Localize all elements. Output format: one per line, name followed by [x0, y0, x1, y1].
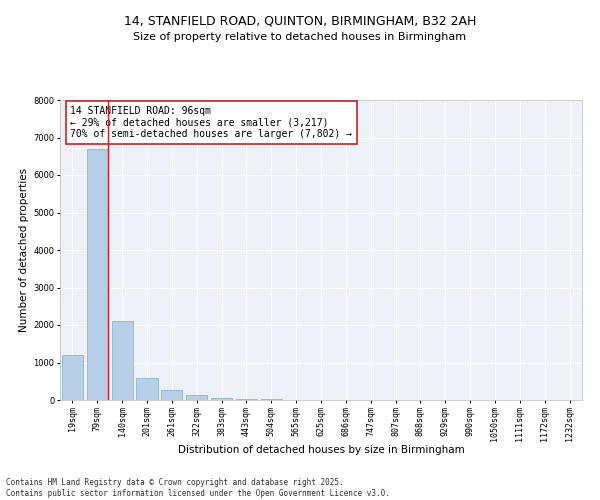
- Bar: [87, 149, 108, 400]
- Bar: [161, 390, 182, 400]
- Bar: [112, 322, 133, 400]
- Bar: [62, 355, 83, 400]
- Text: 14 STANFIELD ROAD: 96sqm
← 29% of detached houses are smaller (3,217)
70% of sem: 14 STANFIELD ROAD: 96sqm ← 29% of detach…: [70, 106, 352, 139]
- Y-axis label: Number of detached properties: Number of detached properties: [19, 168, 29, 332]
- X-axis label: Distribution of detached houses by size in Birmingham: Distribution of detached houses by size …: [178, 444, 464, 454]
- Text: Contains HM Land Registry data © Crown copyright and database right 2025.
Contai: Contains HM Land Registry data © Crown c…: [6, 478, 390, 498]
- Bar: [186, 395, 207, 400]
- Bar: [136, 378, 158, 400]
- Bar: [211, 398, 232, 400]
- Text: Size of property relative to detached houses in Birmingham: Size of property relative to detached ho…: [133, 32, 467, 42]
- Bar: [236, 399, 257, 400]
- Text: 14, STANFIELD ROAD, QUINTON, BIRMINGHAM, B32 2AH: 14, STANFIELD ROAD, QUINTON, BIRMINGHAM,…: [124, 15, 476, 28]
